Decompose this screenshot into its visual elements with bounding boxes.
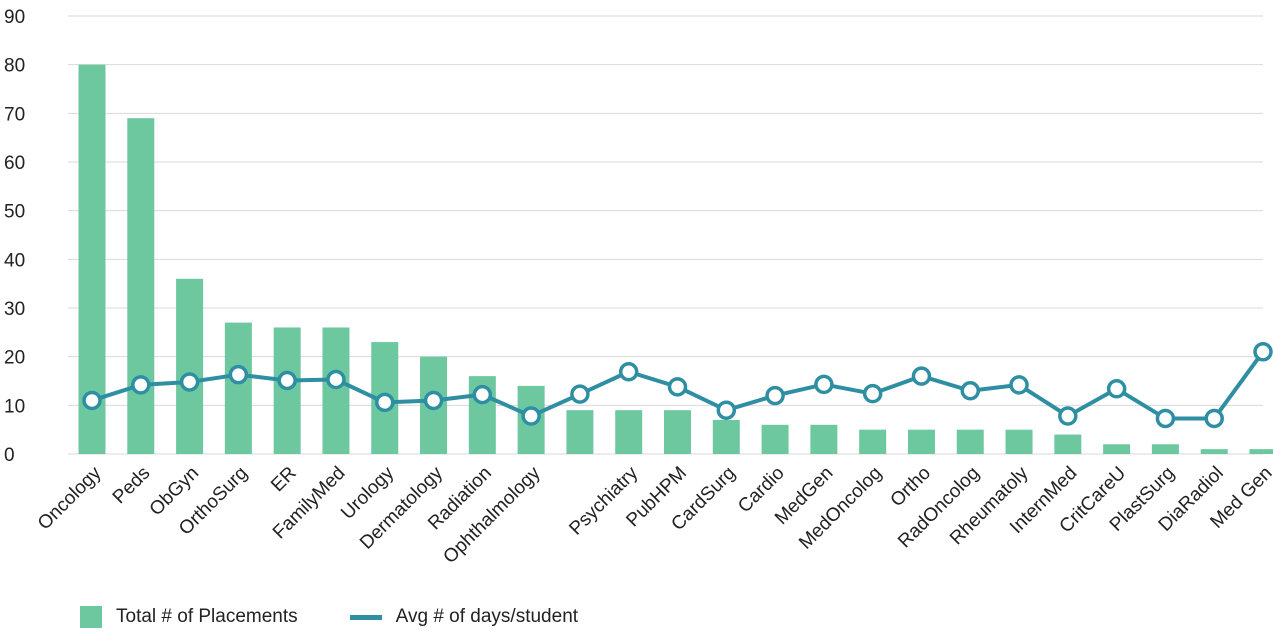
line-point [911, 366, 932, 386]
legend-bar-swatch [80, 606, 102, 628]
line-point [423, 390, 444, 411]
legend-item-avg-days: Avg # of days/student [349, 606, 579, 628]
y-tick-label: 0 [4, 445, 15, 466]
line-point [1155, 408, 1176, 429]
line-series [82, 342, 1273, 429]
line-point [1106, 379, 1127, 399]
bar [1103, 444, 1131, 454]
y-axis-ticks: 0 10 20 30 40 50 60 70 80 90 [4, 7, 25, 466]
y-tick-label: 10 [4, 396, 25, 417]
x-category-label: Peds [109, 463, 154, 508]
y-tick-label: 30 [4, 299, 25, 320]
bar [1005, 429, 1033, 454]
bar [1249, 449, 1273, 454]
line-point [82, 390, 102, 411]
legend-label-avg-days: Avg # of days/student [395, 606, 579, 627]
y-tick-label: 50 [4, 202, 25, 223]
line-point [570, 384, 590, 404]
y-tick-label: 70 [4, 104, 25, 125]
line-point [667, 377, 688, 397]
line-point [326, 369, 346, 390]
line-point [228, 364, 249, 385]
bar [615, 410, 643, 454]
line-point [277, 370, 297, 391]
bar [956, 429, 984, 454]
line-point [716, 400, 737, 420]
bar [176, 278, 204, 454]
bar [566, 410, 594, 454]
x-category-label: Oncology [34, 462, 106, 534]
line-point [1009, 375, 1029, 395]
line-point [131, 375, 151, 395]
y-tick-label: 40 [4, 250, 25, 271]
bar [859, 429, 887, 454]
line-point [618, 362, 639, 382]
legend-item-placements: Total # of Placements [80, 606, 298, 628]
line-point [179, 372, 200, 392]
bar [810, 424, 838, 454]
y-tick-label: 80 [4, 56, 25, 77]
legend-line-swatch [349, 614, 382, 620]
bar [907, 429, 935, 454]
bar [712, 419, 740, 454]
line-point [521, 406, 541, 426]
line-point [1253, 342, 1273, 362]
line-point [960, 380, 980, 401]
bar [664, 410, 691, 454]
y-tick-label: 90 [4, 7, 25, 28]
x-category-label: ER [267, 463, 301, 497]
line-point [814, 374, 834, 395]
bar [127, 118, 155, 454]
line-point [375, 392, 395, 413]
bar [78, 64, 106, 455]
bar-series [78, 64, 1273, 455]
x-category-label: Psychiatry [565, 462, 642, 539]
line-point [862, 383, 883, 404]
y-tick-label: 60 [4, 153, 25, 174]
y-tick-label: 20 [4, 348, 25, 369]
bar [1151, 444, 1179, 454]
bar [224, 322, 252, 454]
bar [273, 327, 301, 454]
line-point [765, 385, 785, 406]
legend: Total # of Placements Avg # of days/stud… [80, 606, 630, 628]
gridlines [68, 15, 1263, 455]
bar [761, 424, 789, 454]
line-point [1058, 406, 1078, 426]
line-point [472, 384, 493, 405]
bar [1200, 449, 1228, 454]
bar [1054, 434, 1082, 454]
bar [322, 327, 350, 454]
line-point [1204, 408, 1224, 429]
legend-label-placements: Total # of Placements [116, 606, 298, 627]
combo-chart: 0 10 20 30 40 50 60 70 80 90 Oncology PedsObGynOrt… [4, 7, 1273, 568]
